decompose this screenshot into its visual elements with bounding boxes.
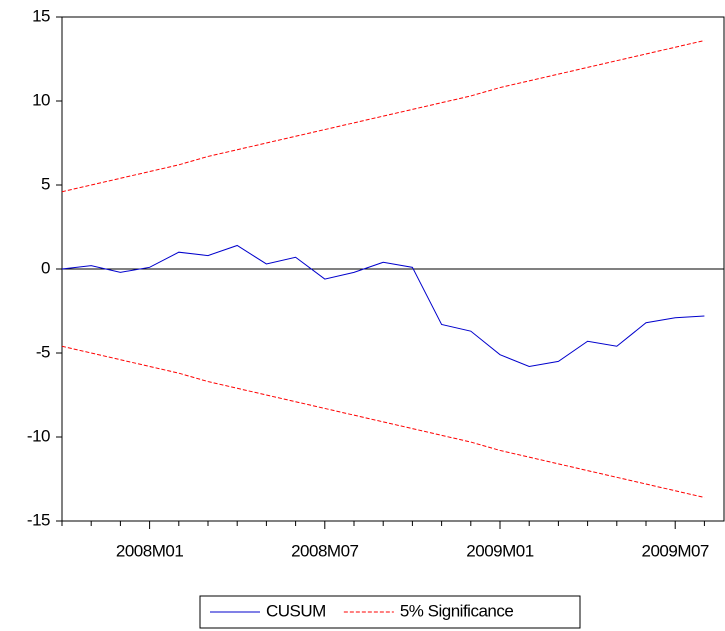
series-line	[62, 41, 704, 192]
y-tick-label: 15	[32, 6, 50, 25]
chart: -15 -10 -5 0 5 10 15 2008M01 2008M07 2009M01 2009M…	[0, 0, 725, 631]
series-line	[62, 346, 704, 497]
x-tick-label: 2008M01	[116, 541, 183, 560]
y-tick-label: 0	[41, 258, 50, 277]
legend-label: CUSUM	[266, 601, 326, 620]
legend-label: 5% Significance	[400, 601, 514, 620]
y-tick-label: 10	[32, 90, 50, 109]
legend: CUSUM 5% Significance	[200, 596, 580, 628]
y-tick-label: -5	[36, 342, 50, 361]
x-tick-label: 2009M01	[466, 541, 533, 560]
y-tick-label: -15	[27, 510, 50, 529]
y-tick-label: -10	[27, 426, 50, 445]
series-line	[62, 245, 704, 366]
y-tick-label: 5	[41, 174, 50, 193]
x-tick-label: 2008M07	[291, 541, 358, 560]
x-tick-label: 2009M07	[642, 541, 709, 560]
